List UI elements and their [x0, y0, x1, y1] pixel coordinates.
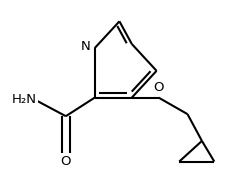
Text: O: O	[61, 155, 71, 168]
Text: O: O	[153, 81, 164, 94]
Text: N: N	[80, 40, 90, 53]
Text: H₂N: H₂N	[12, 93, 37, 106]
